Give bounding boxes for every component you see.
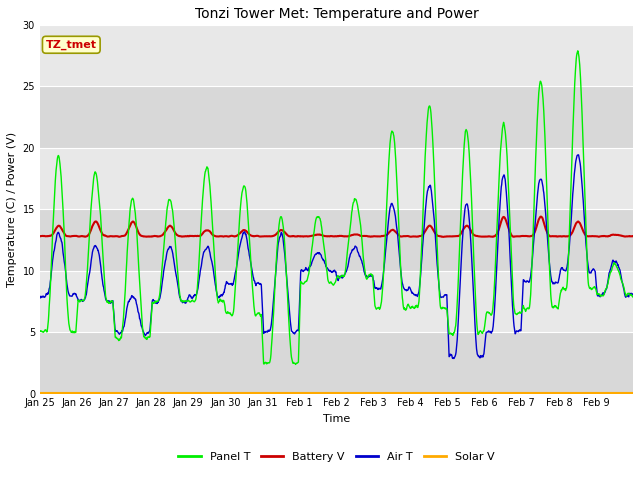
Bar xyxy=(40,148,633,209)
Panel T xyxy=(629,294,637,300)
Air T xyxy=(629,291,637,297)
Battery V xyxy=(310,232,317,238)
Battery V xyxy=(440,234,447,240)
Solar V xyxy=(629,390,637,396)
Solar V xyxy=(563,390,571,396)
Battery V xyxy=(622,234,630,240)
Air T xyxy=(36,293,44,299)
Panel T xyxy=(622,293,630,299)
Bar xyxy=(40,332,633,394)
Air T xyxy=(477,353,484,359)
Bar xyxy=(40,25,633,86)
Line: Battery V: Battery V xyxy=(40,216,633,237)
Air T xyxy=(450,356,458,361)
Legend: Panel T, Battery V, Air T, Solar V: Panel T, Battery V, Air T, Solar V xyxy=(174,447,499,466)
Solar V xyxy=(36,390,44,396)
X-axis label: Time: Time xyxy=(323,414,350,424)
Panel T xyxy=(477,328,484,334)
Panel T xyxy=(36,329,44,335)
Panel T xyxy=(129,195,136,201)
Solar V xyxy=(477,390,484,396)
Battery V xyxy=(321,233,329,239)
Panel T xyxy=(574,48,582,54)
Panel T xyxy=(564,271,572,276)
Panel T xyxy=(310,228,318,234)
Air T xyxy=(622,294,630,300)
Panel T xyxy=(292,361,300,367)
Solar V xyxy=(321,390,329,396)
Bar xyxy=(40,209,633,271)
Battery V xyxy=(36,234,44,240)
Line: Panel T: Panel T xyxy=(40,51,633,364)
Bar xyxy=(40,86,633,148)
Text: TZ_tmet: TZ_tmet xyxy=(46,40,97,50)
Panel T xyxy=(322,255,330,261)
Air T xyxy=(564,259,572,265)
Battery V xyxy=(564,233,572,239)
Air T xyxy=(575,152,582,158)
Battery V xyxy=(629,233,637,239)
Battery V xyxy=(477,234,484,240)
Solar V xyxy=(621,390,629,396)
Title: Tonzi Tower Met: Temperature and Power: Tonzi Tower Met: Temperature and Power xyxy=(195,7,478,21)
Y-axis label: Temperature (C) / Power (V): Temperature (C) / Power (V) xyxy=(7,132,17,287)
Bar xyxy=(40,271,633,332)
Air T xyxy=(310,254,317,260)
Battery V xyxy=(129,219,136,225)
Line: Air T: Air T xyxy=(40,155,633,359)
Air T xyxy=(321,261,329,266)
Battery V xyxy=(537,214,545,219)
Air T xyxy=(129,293,136,299)
Solar V xyxy=(129,390,136,396)
Solar V xyxy=(310,390,317,396)
